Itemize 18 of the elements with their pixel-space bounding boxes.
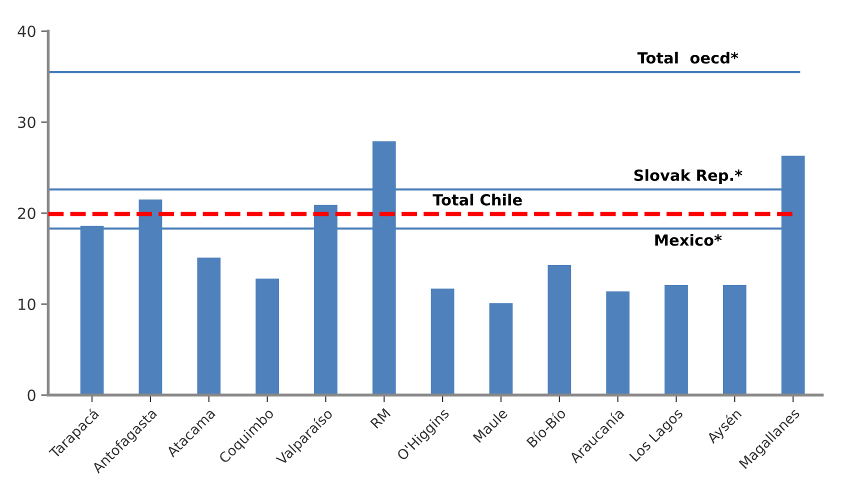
bar xyxy=(606,291,630,396)
y-tick-label: 40 xyxy=(18,26,36,38)
bar xyxy=(430,288,454,396)
y-tick-label: 10 xyxy=(18,298,36,310)
y-tick-label: 20 xyxy=(18,208,36,220)
y-tick-label: 30 xyxy=(18,116,36,128)
ref-line-label: Slovak Rep.* xyxy=(634,169,742,184)
bar xyxy=(197,258,221,396)
ref-line-label: Total oecd* xyxy=(637,52,738,64)
bar xyxy=(664,284,688,396)
bar xyxy=(548,264,572,396)
bar xyxy=(722,284,746,396)
ref-line-label: Mexico* xyxy=(655,234,722,246)
x-tick-label: RM xyxy=(370,408,391,429)
y-tick-label: 0 xyxy=(28,390,36,402)
bar xyxy=(256,278,279,396)
bar xyxy=(489,303,513,396)
ref-line-label: Total Chile xyxy=(432,194,522,206)
